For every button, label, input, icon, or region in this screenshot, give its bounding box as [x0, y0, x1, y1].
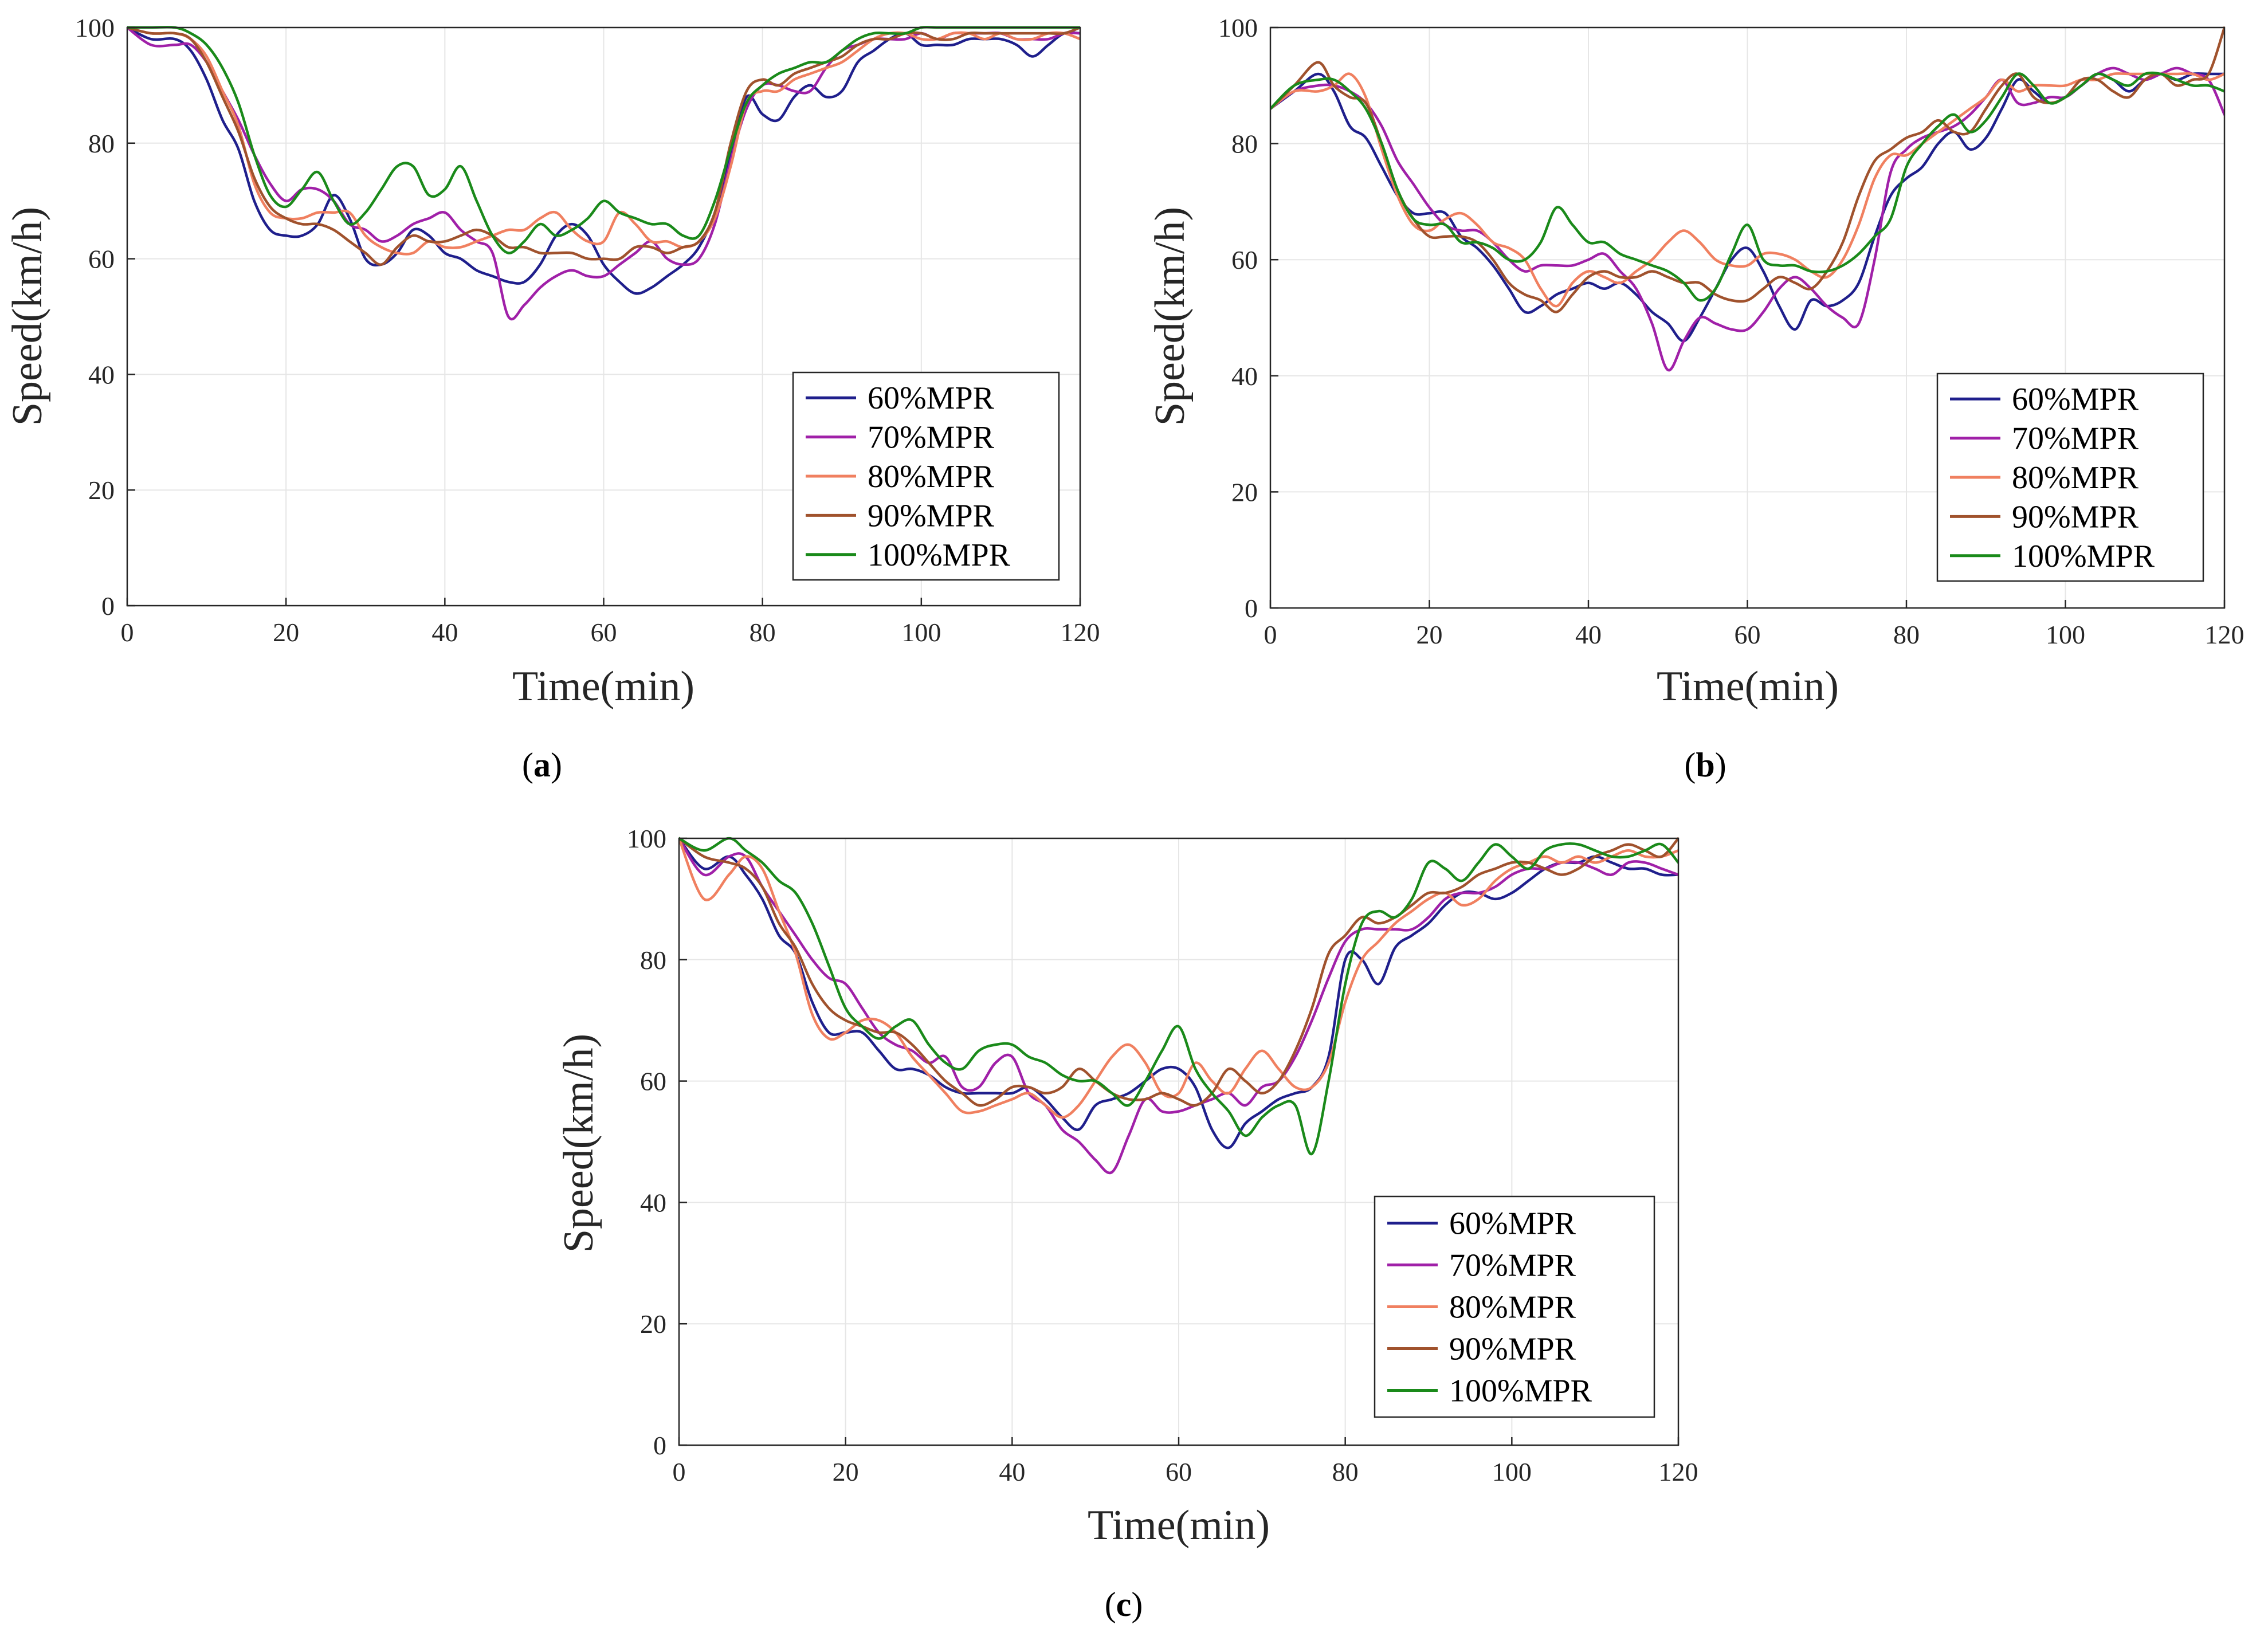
- y-tick-label: 0: [653, 1431, 666, 1460]
- y-tick-label: 80: [1231, 130, 1258, 159]
- y-axis-label: Speed(km/h): [1147, 207, 1194, 426]
- x-tick-label: 20: [833, 1457, 859, 1486]
- series-line-100pct-mpr: [679, 837, 1678, 1155]
- x-tick-label: 120: [2205, 620, 2245, 649]
- legend-label: 100%MPR: [2012, 539, 2155, 574]
- x-tick-label: 60: [591, 618, 617, 647]
- legend-label: 70%MPR: [868, 420, 995, 456]
- series-line-90pct-mpr: [127, 26, 1080, 266]
- x-tick-label: 0: [673, 1457, 686, 1486]
- legend-label: 70%MPR: [2012, 421, 2139, 457]
- x-tick-label: 20: [1416, 620, 1443, 649]
- x-axis-label: Time(min): [1657, 663, 1839, 710]
- x-tick-label: 120: [1659, 1457, 1698, 1486]
- x-tick-label: 0: [1264, 620, 1277, 649]
- panel-a: 0 20 40 60 80 100 120 0 20 40 60 80 100 Time(min) Spee…: [4, 13, 1100, 784]
- legend-label: 80%MPR: [1449, 1290, 1576, 1325]
- x-axis-label: Time(min): [1088, 1502, 1270, 1549]
- panel-label: (b): [1684, 746, 1726, 784]
- x-tick-label: 0: [121, 618, 134, 647]
- x-axis-label: Time(min): [512, 663, 694, 710]
- x-tick-label: 120: [1061, 618, 1100, 647]
- y-tick-label: 20: [88, 476, 115, 505]
- series-group: [1270, 26, 2224, 372]
- y-tick-label: 0: [101, 591, 115, 621]
- legend-label: 80%MPR: [2012, 460, 2139, 496]
- y-tick-label: 100: [75, 13, 115, 42]
- x-tick-label: 40: [431, 618, 458, 647]
- legend-label: 60%MPR: [2012, 382, 2139, 417]
- y-tick-label: 60: [88, 245, 115, 274]
- y-tick-label: 100: [1218, 13, 1258, 42]
- panel-letter: c: [1116, 1586, 1132, 1623]
- y-tick-label: 60: [640, 1067, 666, 1096]
- x-tick-label: 80: [1893, 620, 1920, 649]
- legend-label: 60%MPR: [868, 380, 995, 416]
- legend-label: 60%MPR: [1449, 1206, 1576, 1242]
- x-tick-label: 40: [999, 1457, 1025, 1486]
- y-tick-label: 20: [640, 1309, 666, 1339]
- series-group: [679, 837, 1678, 1175]
- panel-letter: b: [1696, 746, 1714, 784]
- x-tick-label: 80: [1332, 1457, 1359, 1486]
- x-tick-label: 100: [901, 618, 941, 647]
- legend-label: 100%MPR: [1449, 1374, 1592, 1409]
- series-line-80pct-mpr: [679, 837, 1678, 1119]
- legend-label: 100%MPR: [868, 537, 1011, 573]
- y-tick-label: 60: [1231, 245, 1258, 274]
- x-tick-label: 60: [1735, 620, 1761, 649]
- x-tick-label: 20: [273, 618, 299, 647]
- series-line-100pct-mpr: [1270, 71, 2224, 302]
- x-tick-label: 80: [750, 618, 776, 647]
- y-tick-label: 20: [1231, 477, 1258, 507]
- y-tick-label: 40: [88, 360, 115, 389]
- series-line-70pct-mpr: [679, 837, 1678, 1175]
- y-tick-label: 40: [1231, 362, 1258, 391]
- y-tick-label: 100: [627, 824, 666, 853]
- series-line-60pct-mpr: [127, 26, 1080, 295]
- legend-label: 80%MPR: [868, 459, 995, 495]
- y-tick-label: 40: [640, 1188, 666, 1217]
- legend-label: 90%MPR: [868, 498, 995, 533]
- panel-label: (c): [1105, 1586, 1143, 1623]
- x-tick-label: 40: [1575, 620, 1602, 649]
- legend-label: 90%MPR: [1449, 1332, 1576, 1367]
- y-tick-label: 80: [88, 129, 115, 158]
- x-tick-label: 60: [1166, 1457, 1192, 1486]
- series-line-80pct-mpr: [127, 26, 1080, 256]
- y-tick-label: 0: [1245, 594, 1258, 623]
- legend-label: 70%MPR: [1449, 1248, 1576, 1284]
- x-tick-label: 100: [1492, 1457, 1532, 1486]
- panel-c: 0 20 40 60 80 100 120 0 20 40 60 80 100 Time(min) Spee…: [555, 824, 1698, 1623]
- panel-label: (a): [522, 746, 562, 784]
- y-axis-label: Speed(km/h): [4, 207, 51, 426]
- legend: 60%MPR 70%MPR 80%MPR 90%MPR 100%MPR: [1374, 1195, 1655, 1418]
- panel-b: 0 20 40 60 80 100 120 0 20 40 60 80 100 Time(min) Spee…: [1147, 13, 2245, 784]
- legend-label: 90%MPR: [2012, 499, 2139, 535]
- series-line-90pct-mpr: [679, 837, 1678, 1107]
- series-line-60pct-mpr: [679, 837, 1678, 1149]
- panel-letter: a: [533, 746, 551, 784]
- y-axis-label: Speed(km/h): [555, 1034, 602, 1253]
- y-tick-label: 80: [640, 945, 666, 975]
- x-tick-label: 100: [2046, 620, 2085, 649]
